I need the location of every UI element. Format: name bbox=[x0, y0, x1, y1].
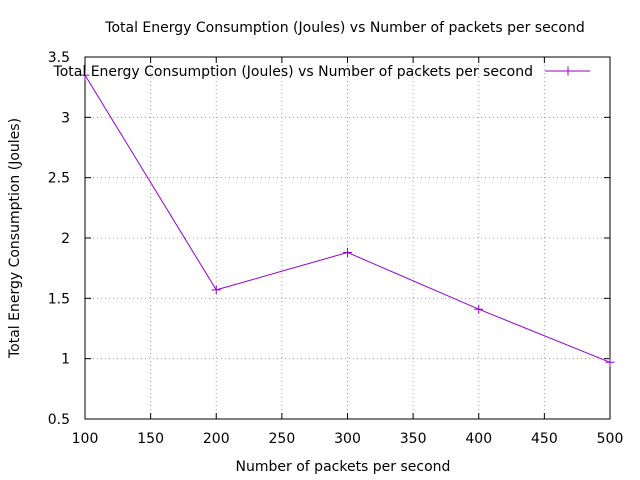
data-point bbox=[343, 247, 352, 257]
data-point bbox=[474, 304, 484, 314]
y-tick-label: 2.5 bbox=[48, 171, 70, 187]
legend-marker bbox=[563, 66, 573, 76]
x-axis-label: Number of packets per second bbox=[236, 459, 451, 475]
y-tick-label: 1 bbox=[61, 352, 70, 368]
y-tick-label: 1.5 bbox=[48, 291, 70, 307]
axis-ticks: 100 150 200 250 300 350 400 450 500 0.5 1 1.5 2 2.5 3 3… bbox=[48, 50, 624, 447]
y-tick-label: 3.5 bbox=[48, 50, 70, 66]
x-tick-label: 400 bbox=[465, 431, 492, 447]
x-tick-label: 100 bbox=[72, 431, 99, 447]
y-axis-label: Total Energy Consumption (Joules) bbox=[7, 118, 23, 359]
x-tick-label: 150 bbox=[137, 431, 164, 447]
data-point bbox=[211, 285, 221, 295]
x-tick-label: 300 bbox=[334, 431, 361, 447]
y-tick-label: 2 bbox=[61, 231, 70, 247]
x-tick-label: 450 bbox=[531, 431, 558, 447]
y-tick-label: 3 bbox=[61, 110, 70, 126]
series-line bbox=[84, 74, 611, 363]
series-group bbox=[80, 70, 615, 367]
y-tick-label: 0.5 bbox=[48, 412, 70, 428]
chart-title: Total Energy Consumption (Joules) vs Num… bbox=[104, 20, 584, 36]
x-tick-label: 350 bbox=[400, 431, 427, 447]
x-tick-label: 200 bbox=[203, 431, 230, 447]
grid bbox=[85, 57, 610, 419]
legend-label: Total Energy Consumption (Joules) vs Num… bbox=[53, 64, 533, 80]
x-tick-label: 250 bbox=[269, 431, 296, 447]
legend: Total Energy Consumption (Joules) vs Num… bbox=[53, 64, 590, 80]
data-point bbox=[80, 70, 90, 80]
x-tick-label: 500 bbox=[597, 431, 624, 447]
data-point bbox=[605, 357, 615, 367]
